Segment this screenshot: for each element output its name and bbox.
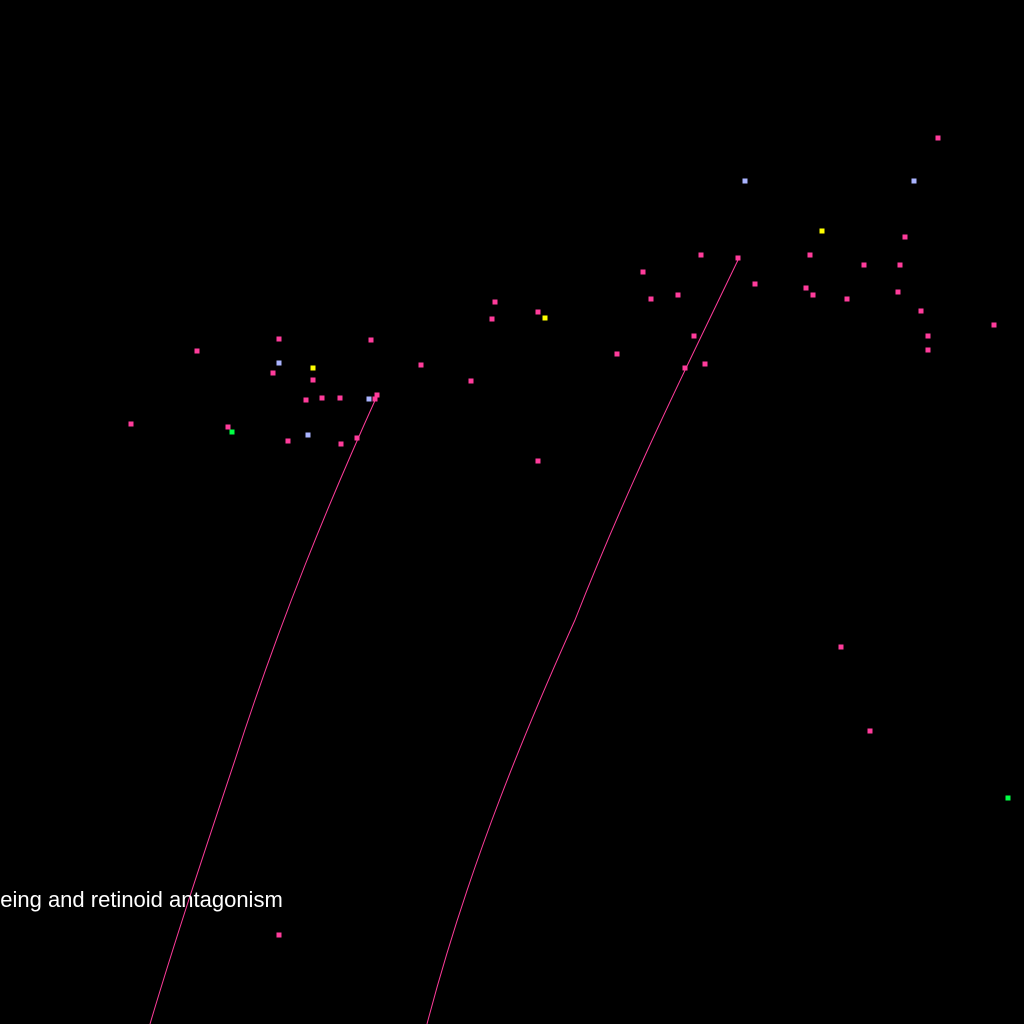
graph-node[interactable] [810,292,816,298]
graph-edge [149,395,378,1024]
graph-node[interactable] [270,370,276,376]
graph-node[interactable] [807,252,813,258]
graph-node[interactable] [897,262,903,268]
graph-node[interactable] [418,362,424,368]
graph-node[interactable] [372,396,378,402]
graph-node-lavender[interactable] [911,178,917,184]
graph-node[interactable] [902,234,908,240]
graph-node[interactable] [614,351,620,357]
graph-node[interactable] [337,395,343,401]
graph-node[interactable] [735,255,741,261]
graph-node[interactable] [702,361,708,367]
graph-node[interactable] [319,395,325,401]
graph-node-green[interactable] [229,429,235,435]
graph-node[interactable] [991,322,997,328]
graph-node[interactable] [535,458,541,464]
graph-node[interactable] [691,333,697,339]
graph-node[interactable] [276,336,282,342]
graph-node[interactable] [489,316,495,322]
graph-node[interactable] [838,644,844,650]
graph-node[interactable] [935,135,941,141]
graph-node[interactable] [895,289,901,295]
graph-node[interactable] [535,309,541,315]
graph-node[interactable] [492,299,498,305]
graph-node[interactable] [803,285,809,291]
graph-node-yellow[interactable] [310,365,316,371]
node-layer [128,135,1011,938]
graph-node[interactable] [861,262,867,268]
graph-node[interactable] [925,347,931,353]
graph-node[interactable] [640,269,646,275]
graph-node-lavender[interactable] [742,178,748,184]
graph-node[interactable] [338,441,344,447]
graph-node-green[interactable] [1005,795,1011,801]
graph-node[interactable] [303,397,309,403]
graph-node[interactable] [844,296,850,302]
graph-node-yellow[interactable] [819,228,825,234]
graph-node[interactable] [128,421,134,427]
graph-node-yellow[interactable] [542,315,548,321]
graph-node-lavender[interactable] [305,432,311,438]
graph-node[interactable] [682,365,688,371]
graph-node[interactable] [925,333,931,339]
graph-node[interactable] [374,392,380,398]
graph-node[interactable] [194,348,200,354]
graph-node[interactable] [225,424,231,430]
graph-node[interactable] [752,281,758,287]
node-label: geing and retinoid antagonism [0,887,283,912]
graph-node[interactable] [285,438,291,444]
graph-node-lavender[interactable] [276,360,282,366]
graph-node[interactable] [354,435,360,441]
graph-node[interactable] [368,337,374,343]
graph-node[interactable] [918,308,924,314]
graph-node-lavender[interactable] [366,396,372,402]
graph-node[interactable] [310,377,316,383]
edge-layer [149,259,739,1024]
graph-node[interactable] [276,932,282,938]
graph-node[interactable] [698,252,704,258]
graph-node[interactable] [867,728,873,734]
graph-node[interactable] [648,296,654,302]
graph-node[interactable] [675,292,681,298]
graph-edge [426,259,739,1024]
graph-node[interactable] [468,378,474,384]
